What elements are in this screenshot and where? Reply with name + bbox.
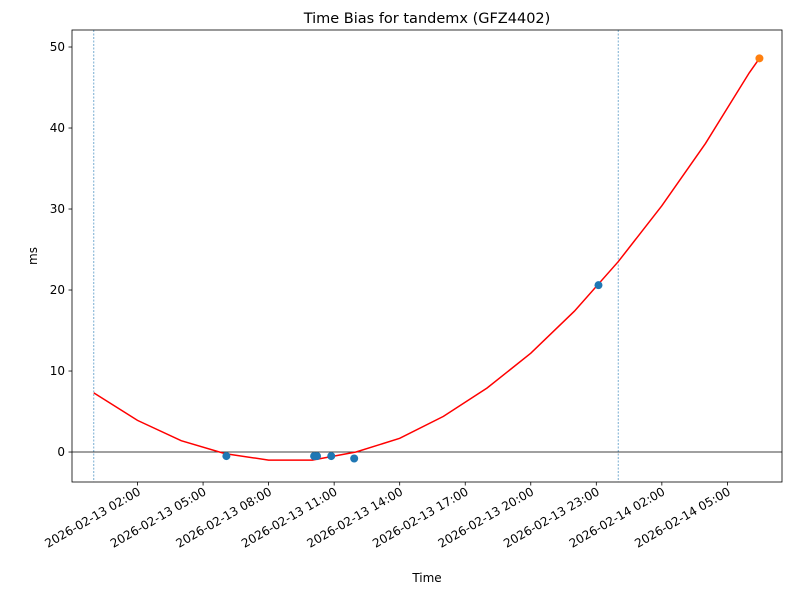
data-point bbox=[350, 454, 359, 463]
plot-frame bbox=[71, 29, 783, 483]
fit-curve bbox=[93, 57, 761, 461]
data-point bbox=[594, 281, 603, 290]
y-tick-label: 30 bbox=[50, 202, 65, 216]
y-tick-label: 40 bbox=[50, 121, 65, 135]
y-tick-label: 50 bbox=[50, 40, 65, 54]
data-point bbox=[755, 54, 764, 63]
y-tick-label: 10 bbox=[50, 364, 65, 378]
chart-title: Time Bias for tandemx (GFZ4402) bbox=[303, 11, 551, 27]
y-tick-label: 20 bbox=[50, 283, 65, 297]
x-axis-label: Time bbox=[411, 571, 441, 585]
data-point bbox=[222, 452, 231, 461]
y-tick-label: 0 bbox=[57, 445, 65, 459]
y-axis-label: ms bbox=[26, 247, 40, 265]
data-point bbox=[313, 452, 322, 461]
data-point bbox=[327, 452, 336, 461]
